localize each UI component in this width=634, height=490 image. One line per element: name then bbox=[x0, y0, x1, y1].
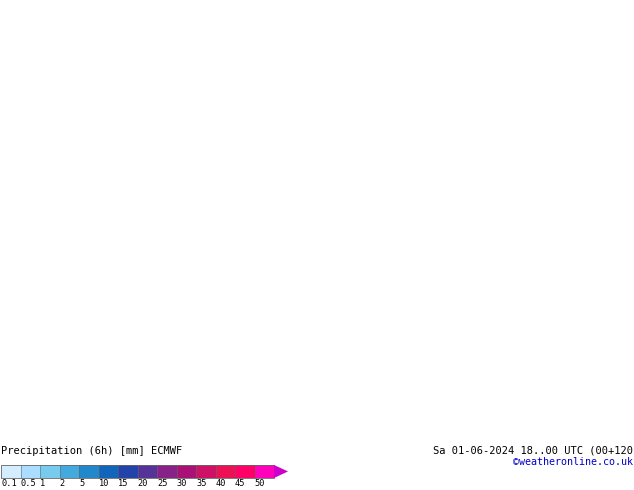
Bar bbox=[40, 465, 60, 478]
Text: 1: 1 bbox=[40, 480, 45, 489]
Bar bbox=[79, 465, 98, 478]
Text: 2: 2 bbox=[60, 480, 65, 489]
Bar bbox=[118, 465, 138, 478]
Text: 40: 40 bbox=[216, 480, 226, 489]
Bar bbox=[20, 465, 40, 478]
Bar bbox=[254, 465, 274, 478]
Bar bbox=[216, 465, 235, 478]
Bar bbox=[138, 465, 157, 478]
Bar bbox=[98, 465, 118, 478]
Text: 25: 25 bbox=[157, 480, 167, 489]
Text: 20: 20 bbox=[138, 480, 148, 489]
Bar bbox=[1, 465, 274, 478]
Text: 10: 10 bbox=[98, 480, 109, 489]
Text: 0.5: 0.5 bbox=[20, 480, 36, 489]
Text: 35: 35 bbox=[196, 480, 207, 489]
Bar bbox=[1, 465, 20, 478]
Text: 30: 30 bbox=[176, 480, 187, 489]
Text: 0.1: 0.1 bbox=[1, 480, 16, 489]
Text: 5: 5 bbox=[79, 480, 84, 489]
Text: Precipitation (6h) [mm] ECMWF: Precipitation (6h) [mm] ECMWF bbox=[1, 446, 182, 456]
Text: Sa 01-06-2024 18..00 UTC (00+120: Sa 01-06-2024 18..00 UTC (00+120 bbox=[433, 446, 633, 456]
Bar bbox=[235, 465, 254, 478]
Text: ©weatheronline.co.uk: ©weatheronline.co.uk bbox=[513, 457, 633, 467]
Bar bbox=[176, 465, 196, 478]
Bar bbox=[157, 465, 176, 478]
Bar bbox=[196, 465, 216, 478]
Text: 50: 50 bbox=[254, 480, 265, 489]
Polygon shape bbox=[274, 465, 288, 478]
Bar bbox=[60, 465, 79, 478]
Text: 15: 15 bbox=[118, 480, 129, 489]
Text: 45: 45 bbox=[235, 480, 245, 489]
